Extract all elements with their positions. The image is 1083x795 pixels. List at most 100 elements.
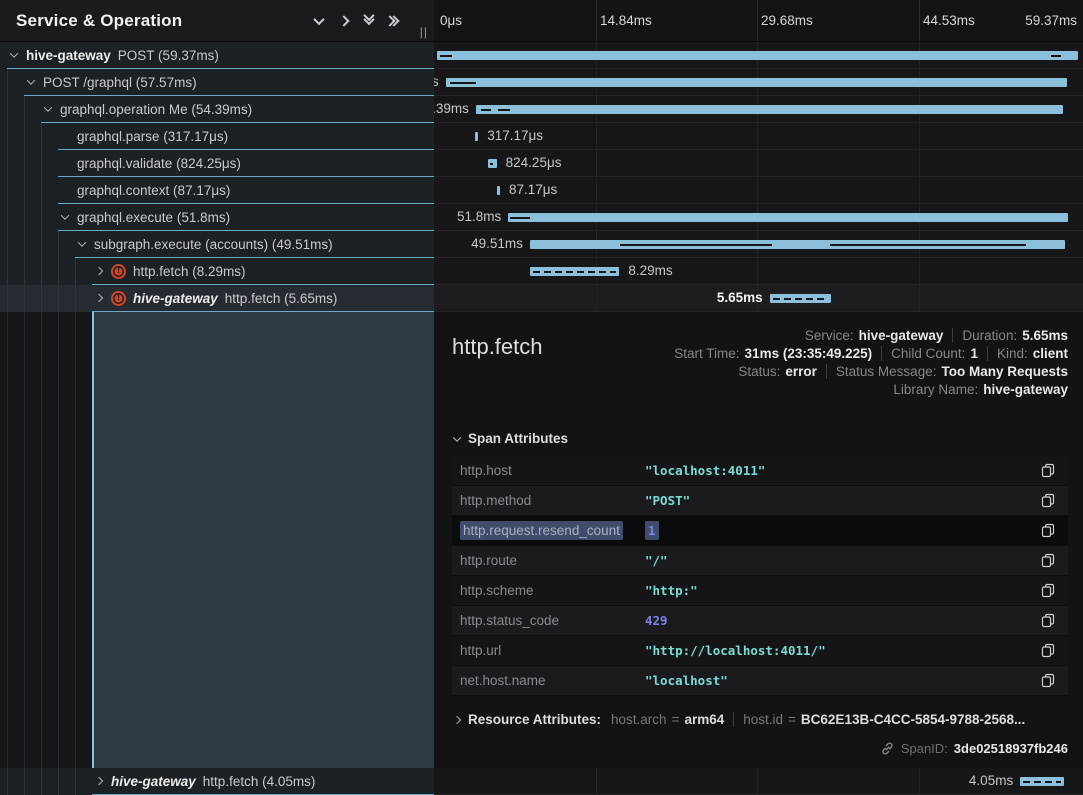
resource-attributes-row[interactable]: Resource Attributes: host.arch = arm64 host…	[454, 712, 1068, 727]
span-timeline-cell[interactable]: 49.51ms	[434, 231, 1083, 258]
span-tree-cell[interactable]: hive-gateway POST (59.37ms)	[0, 42, 434, 69]
attribute-row[interactable]: http.route "/"	[452, 546, 1068, 576]
span-timeline-cell[interactable]	[434, 42, 1083, 69]
attribute-key: http.status_code	[460, 613, 560, 628]
equals-sign: =	[671, 712, 680, 727]
indent-guide	[41, 177, 58, 204]
collapse-chevron-icon[interactable]	[9, 49, 19, 58]
copy-icon[interactable]	[1040, 493, 1056, 509]
collapse-chevron-icon[interactable]	[43, 103, 53, 112]
span-duration-bar[interactable]	[497, 186, 500, 195]
span-timeline-cell[interactable]: 5.65ms	[434, 285, 1083, 312]
meta-value: Too Many Requests	[941, 364, 1068, 379]
span-tree-cell[interactable]: graphql.execute (51.8ms)	[0, 204, 434, 231]
attribute-row[interactable]: net.host.name "localhost"	[452, 666, 1068, 696]
attribute-row[interactable]: http.status_code 429	[452, 606, 1068, 636]
copy-icon[interactable]	[1040, 583, 1056, 599]
trace-span-row[interactable]: graphql.parse (317.17μs) 317.17μs	[0, 123, 1083, 150]
collapse-chevron-icon[interactable]	[77, 238, 87, 247]
copy-icon[interactable]	[1040, 613, 1056, 629]
span-tree-cell[interactable]: hive-gateway http.fetch (4.05ms)	[0, 768, 434, 795]
resource-key: host.id	[743, 712, 784, 727]
span-timeline-cell[interactable]: 57.57ms	[434, 69, 1083, 96]
span-tree-cell[interactable]: subgraph.execute (accounts) (49.51ms)	[0, 231, 434, 258]
expand-chevron-icon[interactable]	[94, 776, 104, 786]
span-timeline-cell[interactable]: 4.05ms	[434, 768, 1083, 795]
span-tree-cell[interactable]: graphql.context (87.17μs)	[0, 177, 434, 204]
span-duration-bar[interactable]	[508, 213, 1068, 222]
operation-name: graphql.parse (317.17μs)	[77, 128, 229, 144]
span-duration-bar[interactable]	[487, 159, 497, 168]
meta-line: Status: error Status Message: Too Many Requ…	[738, 364, 1068, 379]
trace-span-row[interactable]: POST /graphql (57.57ms) 57.57ms	[0, 69, 1083, 96]
attribute-row[interactable]: http.request.resend_count 1	[452, 516, 1068, 546]
span-tree-cell[interactable]: ! http.fetch (8.29ms)	[0, 258, 434, 285]
trace-span-row[interactable]: graphql.operation Me (54.39ms) 54.39ms	[0, 96, 1083, 123]
span-tree-cell[interactable]: graphql.operation Me (54.39ms)	[0, 96, 434, 123]
trace-span-row[interactable]: ! hive-gateway http.fetch (5.65ms) 5.65ms	[0, 285, 1083, 312]
span-duration-bar[interactable]	[769, 294, 831, 303]
span-duration-bar[interactable]	[1020, 777, 1064, 786]
copy-icon[interactable]	[1040, 673, 1056, 689]
panel-resize-handle[interactable]: ||	[419, 25, 428, 39]
span-duration-bar[interactable]	[445, 78, 1068, 87]
resource-value: BC62E13B-C4CC-5854-9788-2568...	[800, 712, 1026, 727]
span-duration-bar[interactable]	[529, 240, 1065, 249]
trace-span-row[interactable]: graphql.context (87.17μs) 87.17μs	[0, 177, 1083, 204]
operation-name: graphql.validate (824.25μs)	[77, 155, 241, 171]
expand-chevron-icon[interactable]	[94, 293, 104, 303]
operation-name: http.fetch (4.05ms)	[202, 773, 316, 789]
span-duration-bar[interactable]	[475, 105, 1064, 114]
copy-icon[interactable]	[1040, 523, 1056, 539]
span-tree-cell[interactable]: graphql.validate (824.25μs)	[0, 150, 434, 177]
trace-span-row[interactable]: ! http.fetch (8.29ms) 8.29ms	[0, 258, 1083, 285]
trace-span-row[interactable]: hive-gateway http.fetch (4.05ms) 4.05ms	[0, 768, 1083, 795]
attribute-row[interactable]: http.url "http://localhost:4011/"	[452, 636, 1068, 666]
link-icon[interactable]	[880, 741, 895, 756]
service-name: hive-gateway	[111, 773, 196, 789]
span-duration-bar[interactable]	[529, 267, 620, 276]
span-timeline-cell[interactable]: 317.17μs	[434, 123, 1083, 150]
trace-span-row[interactable]: graphql.execute (51.8ms) 51.8ms	[0, 204, 1083, 231]
span-timeline-cell[interactable]: 51.8ms	[434, 204, 1083, 231]
indent-guide	[7, 231, 24, 258]
trace-span-row[interactable]: graphql.validate (824.25μs) 824.25μs	[0, 150, 1083, 177]
copy-icon[interactable]	[1040, 463, 1056, 479]
span-timeline-cell[interactable]: 87.17μs	[434, 177, 1083, 204]
sub-span-dash	[510, 216, 531, 219]
collapse-chevron-icon[interactable]	[60, 211, 70, 220]
resource-value: arm64	[684, 712, 725, 727]
span-duration-bar[interactable]	[437, 51, 1079, 60]
timeline-ruler[interactable]: 0μs 14.84ms 29.68ms 44.53ms 59.37ms	[434, 0, 1083, 42]
collapse-all-icon[interactable]	[363, 9, 375, 25]
span-tree-cell[interactable]: ! hive-gateway http.fetch (5.65ms)	[0, 285, 434, 312]
indent-guide	[58, 231, 75, 258]
span-tree-cell[interactable]: graphql.parse (317.17μs)	[0, 123, 434, 150]
span-id-row: SpanID: 3de02518937fb246	[452, 741, 1068, 756]
collapse-chevron-icon[interactable]	[26, 76, 36, 85]
attribute-row[interactable]: http.scheme "http:"	[452, 576, 1068, 606]
indent-guide	[41, 285, 58, 312]
span-duration-bar[interactable]	[474, 132, 479, 141]
expand-all-icon[interactable]	[384, 14, 400, 27]
span-timeline-cell[interactable]: 54.39ms	[434, 96, 1083, 123]
sub-span-dashes	[772, 297, 828, 300]
sub-span-dashes	[532, 270, 617, 273]
span-tree-cell[interactable]: POST /graphql (57.57ms)	[0, 69, 434, 96]
copy-icon[interactable]	[1040, 643, 1056, 659]
trace-span-row[interactable]: hive-gateway POST (59.37ms)	[0, 42, 1083, 69]
collapse-one-icon[interactable]	[313, 13, 325, 28]
attribute-row[interactable]: http.method "POST"	[452, 486, 1068, 516]
attribute-row[interactable]: http.host "localhost:4011"	[452, 456, 1068, 486]
attribute-value: "localhost:4011"	[645, 463, 766, 478]
trace-span-row[interactable]: subgraph.execute (accounts) (49.51ms) 49…	[0, 231, 1083, 258]
span-attributes-header[interactable]: Span Attributes	[452, 431, 1068, 446]
copy-icon[interactable]	[1040, 553, 1056, 569]
expand-chevron-icon[interactable]	[94, 266, 104, 276]
expand-one-icon[interactable]	[338, 13, 350, 28]
span-timeline-cell[interactable]: 824.25μs	[434, 150, 1083, 177]
sub-span-dash	[829, 243, 1026, 246]
indent-guide	[41, 123, 58, 150]
span-timeline-cell[interactable]: 8.29ms	[434, 258, 1083, 285]
operation-name: graphql.operation Me (54.39ms)	[60, 101, 253, 117]
